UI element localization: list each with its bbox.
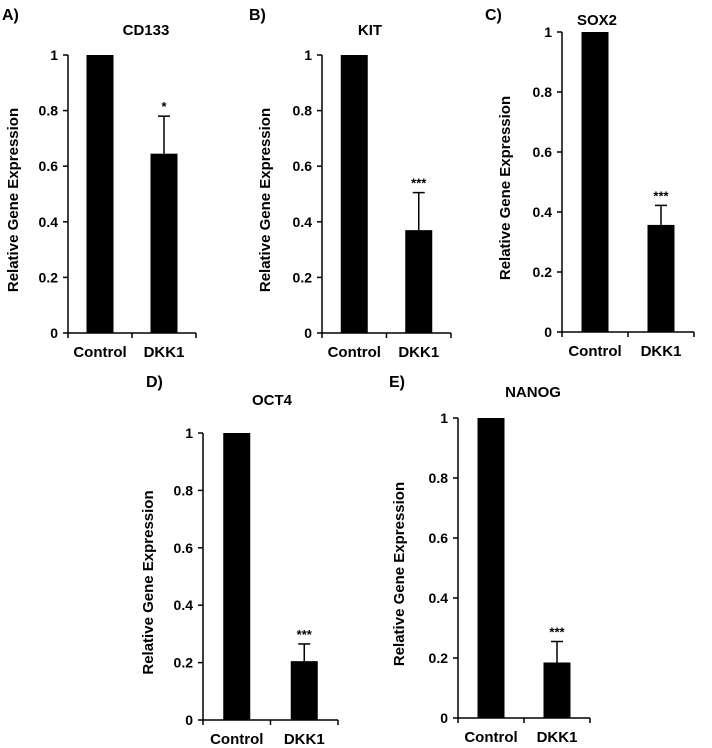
y-tick-label: 0.4	[429, 590, 449, 606]
significance-label: *	[161, 99, 167, 114]
chart-title: KIT	[358, 22, 382, 39]
y-tick-label: 0.6	[533, 144, 553, 160]
y-tick-label: 0.6	[174, 540, 194, 556]
x-category-label: DKK1	[398, 344, 439, 361]
chart-panel-nanog: E) NANOG 0 0.2 0.4 0.6 0.8 1 Control *** DKK1 Relat…	[389, 374, 591, 746]
y-tick-label: 1	[185, 425, 193, 441]
x-category-label: DKK1	[284, 731, 325, 748]
y-tick-label: 0	[440, 710, 448, 726]
y-tick-label: 0.2	[39, 269, 59, 285]
chart-panel-oct4: D) OCT4 0 0.2 0.4 0.6 0.8 1 Control *** DKK1 Relati…	[140, 374, 339, 748]
x-category-label: DKK1	[641, 343, 682, 360]
panel-label: C)	[485, 7, 502, 24]
y-tick-label: 0.2	[429, 650, 449, 666]
y-tick-label: 0.6	[429, 530, 449, 546]
chart-panel-sox2: C) SOX2 0 0.2 0.4 0.6 0.8 1 Control *** DKK1 Relati…	[485, 7, 695, 360]
bar-dkk1	[543, 662, 571, 718]
panel-label: A)	[2, 7, 19, 24]
x-category-label: Control	[210, 731, 263, 748]
y-tick-label: 1	[440, 410, 448, 426]
y-tick-label: 0.2	[293, 269, 313, 285]
significance-label: ***	[411, 176, 427, 191]
bar-control	[581, 32, 609, 332]
y-axis-title: Relative Gene Expression	[5, 108, 22, 292]
x-category-label: Control	[73, 344, 126, 361]
y-tick-label: 1	[544, 24, 552, 40]
x-category-label: DKK1	[144, 344, 185, 361]
y-tick-label: 0.6	[293, 158, 313, 174]
y-tick-label: 1	[304, 47, 312, 63]
chart-title: CD133	[123, 22, 170, 39]
y-tick-label: 0	[304, 325, 312, 341]
x-category-label: Control	[464, 729, 517, 746]
y-tick-label: 0.8	[174, 482, 194, 498]
y-tick-label: 0	[185, 712, 193, 728]
y-axis-title: Relative Gene Expression	[391, 482, 408, 666]
y-tick-label: 0.8	[533, 84, 553, 100]
y-axis-title: Relative Gene Expression	[497, 96, 514, 280]
x-category-label: Control	[328, 344, 381, 361]
chart-title: OCT4	[252, 392, 293, 409]
x-category-label: DKK1	[537, 729, 578, 746]
chart-panel-cd133: A) CD133 0 0.2 0.4 0.6 0.8 1 Control * DKK1 Relativ…	[2, 7, 197, 361]
y-tick-label: 0.4	[39, 214, 59, 230]
y-tick-label: 0.8	[429, 470, 449, 486]
significance-label: ***	[653, 188, 669, 203]
y-axis-title: Relative Gene Expression	[140, 490, 157, 674]
bar-dkk1	[647, 224, 675, 332]
y-tick-label: 0.6	[39, 158, 59, 174]
bar-dkk1	[150, 153, 178, 333]
significance-label: ***	[297, 627, 313, 642]
y-tick-label: 0	[544, 324, 552, 340]
y-tick-label: 0.4	[174, 597, 194, 613]
chart-title: NANOG	[505, 384, 561, 401]
y-tick-label: 0.4	[533, 204, 553, 220]
chart-panel-kit: B) KIT 0 0.2 0.4 0.6 0.8 1 Control *** DKK1 Relativ…	[249, 7, 452, 361]
y-tick-label: 0.2	[174, 655, 194, 671]
panel-label: B)	[249, 7, 266, 24]
y-tick-label: 0.8	[39, 103, 59, 119]
bar-control	[223, 433, 251, 720]
panel-label: D)	[146, 374, 163, 391]
y-axis-title: Relative Gene Expression	[257, 108, 274, 292]
y-tick-label: 0.4	[293, 214, 313, 230]
bar-control	[86, 55, 114, 333]
bar-control	[477, 418, 505, 718]
y-tick-label: 0.2	[533, 264, 553, 280]
panel-label: E)	[389, 374, 405, 391]
y-tick-label: 0	[50, 325, 58, 341]
bar-dkk1	[290, 661, 318, 720]
y-tick-label: 1	[50, 47, 58, 63]
x-category-label: Control	[568, 343, 621, 360]
significance-label: ***	[549, 625, 565, 640]
bar-control	[340, 55, 368, 333]
chart-title: SOX2	[577, 12, 617, 29]
bar-dkk1	[405, 230, 433, 333]
y-tick-label: 0.8	[293, 103, 313, 119]
